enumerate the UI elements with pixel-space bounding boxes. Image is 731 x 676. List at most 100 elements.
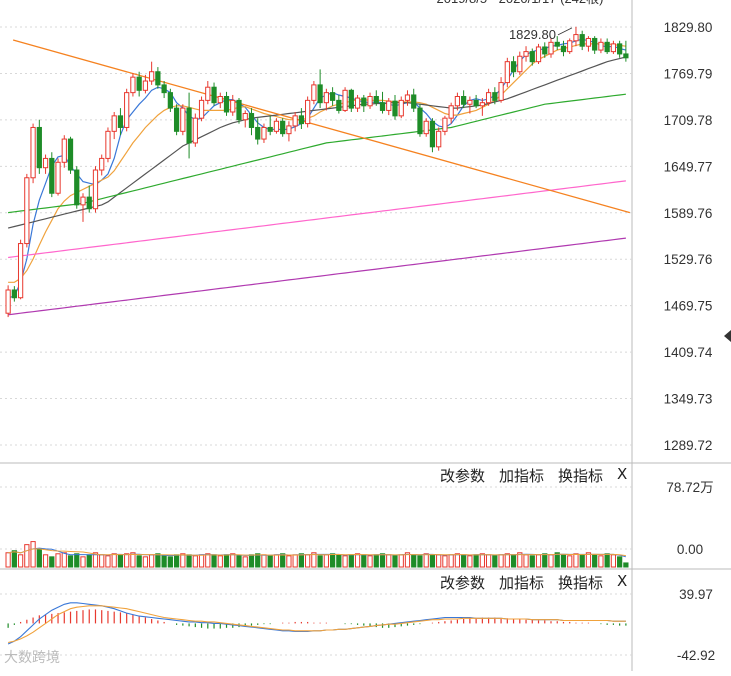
candle <box>554 36 560 51</box>
candle <box>535 43 542 64</box>
ma-line-ma250 <box>8 237 626 316</box>
candle <box>423 118 429 137</box>
candle-body <box>592 37 598 51</box>
candle-body <box>623 53 629 59</box>
candle <box>604 38 610 54</box>
watermark-text: 大数跨境 <box>4 650 60 666</box>
volume-bar <box>367 555 373 568</box>
candle <box>142 74 149 94</box>
volume-bar <box>336 554 342 568</box>
candle <box>598 38 604 54</box>
volume-bar <box>523 554 529 568</box>
volume-bar <box>567 555 573 568</box>
macd-signal-line <box>7 602 626 645</box>
candle-body <box>111 115 117 132</box>
volume-bar <box>398 554 404 568</box>
volume-bar <box>180 553 186 568</box>
candle <box>80 193 86 222</box>
candle-body <box>74 169 80 206</box>
candle <box>130 73 136 97</box>
volume-bar <box>554 552 560 568</box>
candle-body <box>55 161 61 194</box>
candle <box>523 46 529 62</box>
candle <box>180 104 186 136</box>
candle-body <box>17 243 24 299</box>
candle <box>510 56 517 78</box>
candle-body <box>585 37 592 47</box>
volume-bar <box>323 554 329 568</box>
candle-body <box>205 86 211 101</box>
candle-body <box>329 92 336 101</box>
volume-bar <box>454 553 461 568</box>
candle <box>454 92 461 111</box>
candle-body <box>30 126 36 179</box>
candle-body <box>504 61 510 84</box>
candle-body <box>529 51 535 63</box>
candle-body <box>298 115 305 125</box>
volume-bar <box>529 555 535 568</box>
volume-bar <box>124 553 130 568</box>
candle <box>11 286 17 302</box>
volume-bar <box>136 555 142 568</box>
candle-body <box>99 157 105 171</box>
macd-params-button[interactable]: 改参数 <box>440 574 486 592</box>
volume-close-icon[interactable]: X <box>617 465 628 483</box>
candle <box>398 96 404 119</box>
volume-bar <box>542 553 548 568</box>
candle <box>49 152 55 198</box>
candle-body <box>255 126 261 140</box>
macd-switch-indicator-button[interactable]: 换指标 <box>558 574 604 592</box>
candle-body <box>248 113 255 128</box>
candle <box>161 81 167 99</box>
annotation-pointer <box>557 27 573 36</box>
candle <box>61 135 67 168</box>
candle-body <box>498 82 504 101</box>
candle-body <box>542 46 548 55</box>
candle <box>386 98 392 116</box>
candle-body <box>579 34 585 47</box>
candle-body <box>173 107 180 132</box>
candle <box>55 158 61 196</box>
volume-bar <box>24 544 30 568</box>
candle-body <box>305 99 311 125</box>
candle-body <box>92 169 99 210</box>
candle <box>529 48 535 66</box>
volume-bar <box>167 556 173 568</box>
candle-body <box>336 99 342 111</box>
candle-body <box>479 102 485 107</box>
volume-bar <box>186 554 192 568</box>
volume-bar <box>223 554 230 568</box>
trend-line <box>12 39 631 214</box>
macd-close-icon[interactable]: X <box>617 572 628 590</box>
candle <box>573 26 579 47</box>
candle <box>149 61 155 85</box>
volume-bar <box>467 555 473 568</box>
volume-params-button[interactable]: 改参数 <box>440 467 486 485</box>
volume-bar <box>461 554 467 568</box>
volume-switch-indicator-button[interactable]: 换指标 <box>558 467 604 485</box>
candle-body <box>167 92 173 109</box>
candle <box>361 94 367 112</box>
candle-body <box>192 117 198 144</box>
volume-bar <box>617 556 623 568</box>
watermark-logo: 大数跨境 <box>4 647 60 667</box>
candle <box>267 115 273 136</box>
volume-bar <box>17 554 24 568</box>
candle <box>305 96 311 128</box>
volume-toolbar: 改参数 加指标 换指标 X <box>440 465 627 486</box>
candle-body <box>467 99 473 105</box>
candle-body <box>510 61 517 73</box>
volume-bar <box>317 555 323 568</box>
candle-body <box>261 126 267 140</box>
macd-add-indicator-button[interactable]: 加指标 <box>499 574 545 592</box>
volume-add-indicator-button[interactable]: 加指标 <box>499 467 545 485</box>
candle-body <box>411 94 417 109</box>
volume-bar <box>298 553 305 568</box>
candle <box>105 127 111 163</box>
candle <box>354 94 361 112</box>
candle <box>579 30 585 51</box>
candle-body <box>230 99 236 113</box>
volume-bar <box>423 553 429 568</box>
candle-body <box>604 41 610 53</box>
volume-bar <box>211 554 217 568</box>
